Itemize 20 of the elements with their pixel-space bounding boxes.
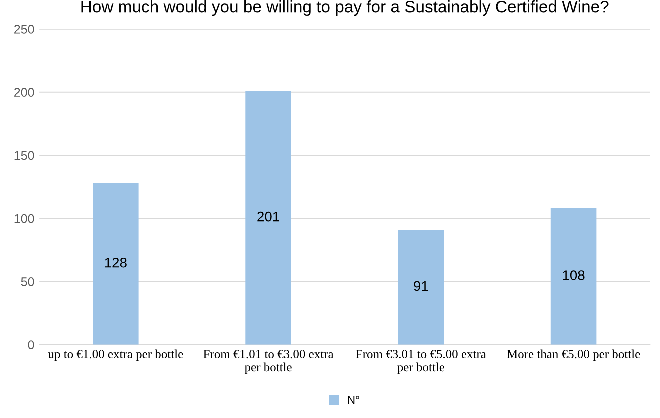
data-label: 128: [105, 258, 127, 268]
y-tick-label: 150: [14, 151, 34, 160]
legend-label: N°: [348, 396, 360, 404]
x-tick-label: From €1.01 to €3.00 extra per bottle: [204, 350, 334, 374]
y-tick-label: 250: [14, 25, 34, 34]
y-tick-label: 100: [14, 214, 34, 224]
x-tick-label: More than €5.00 per bottle: [507, 350, 640, 362]
x-tick-label: From €3.01 to €5.00 extra per bottle: [356, 350, 486, 374]
bar: [246, 91, 292, 345]
data-label: 201: [258, 212, 280, 222]
data-label: 108: [563, 270, 585, 280]
bar: [398, 230, 444, 345]
bar: [550, 208, 597, 345]
y-tick-label: 200: [14, 88, 34, 98]
x-tick-label: up to €1.00 extra per bottle: [48, 350, 184, 362]
y-tick-label: 50: [21, 278, 34, 286]
data-label: 91: [414, 281, 428, 292]
bar: [93, 183, 139, 345]
y-tick-label: 0: [28, 340, 34, 350]
chart-title: How much would you be willing to pay for a Sustainably Certified Wine?: [82, 0, 609, 16]
